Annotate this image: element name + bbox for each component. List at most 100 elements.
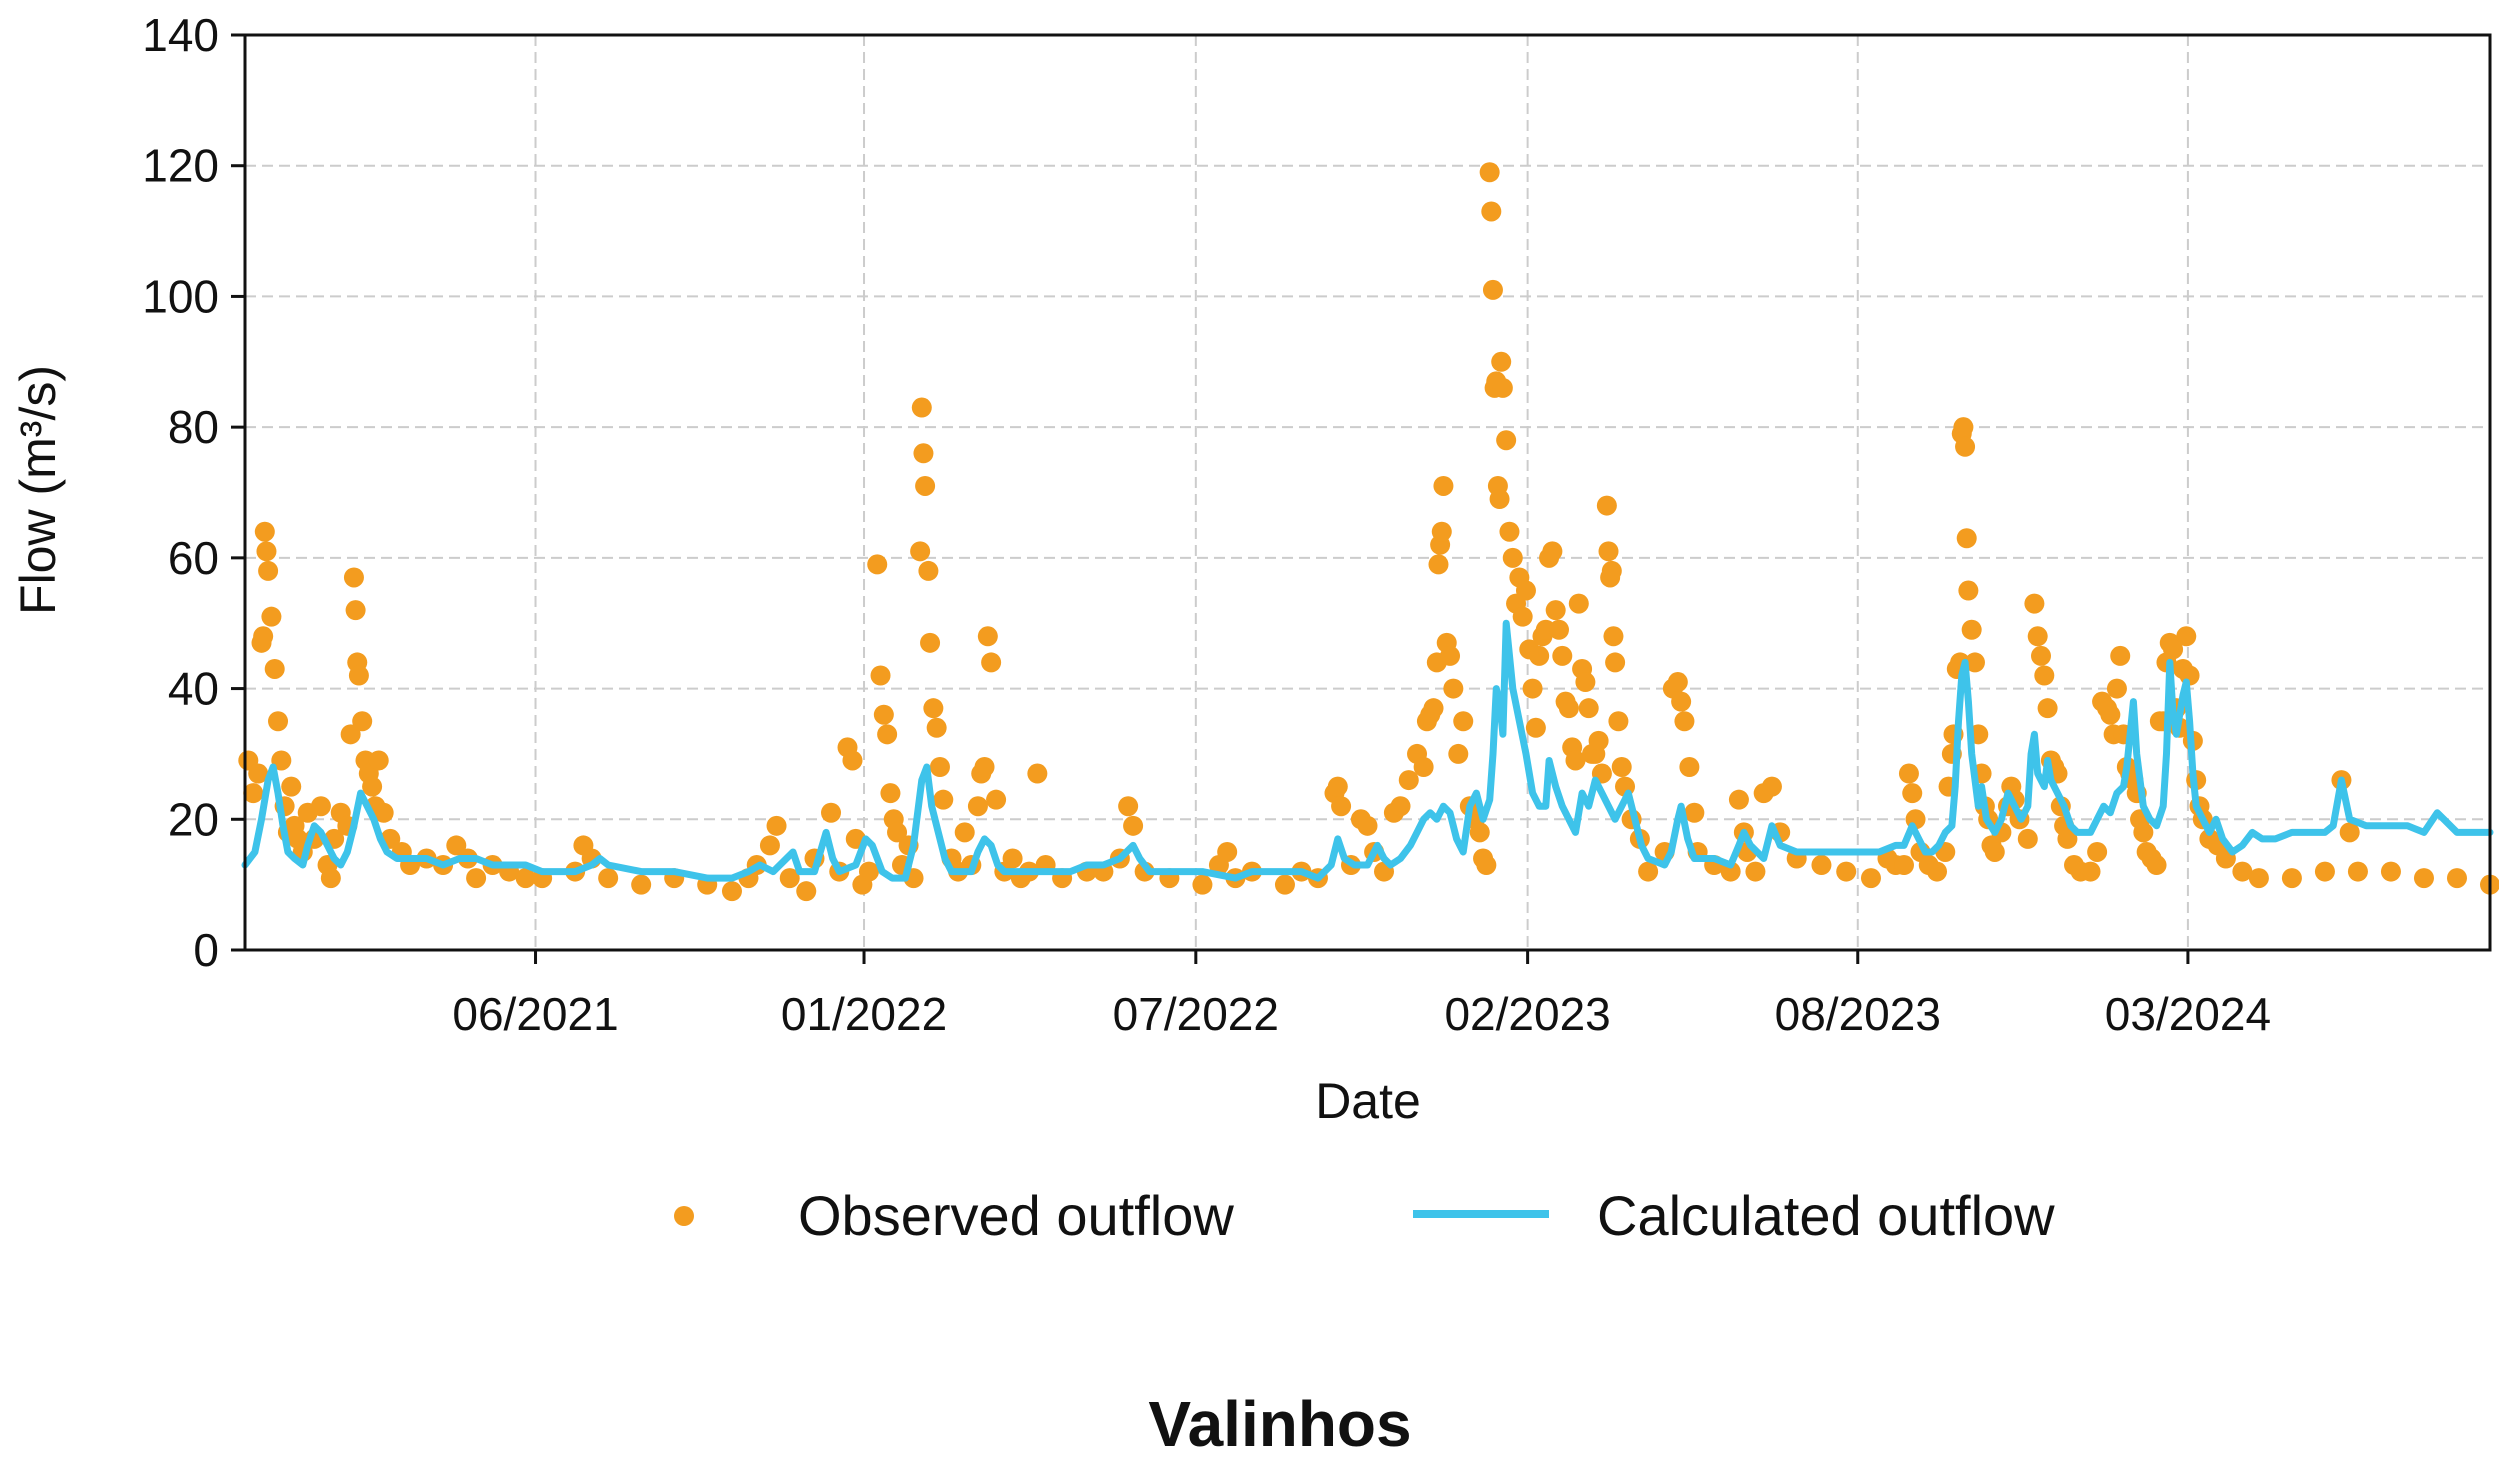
legend-observed-marker: [674, 1206, 694, 1226]
observed-point: [2057, 828, 2078, 849]
observed-point: [1596, 495, 1617, 516]
observed-point: [1545, 600, 1566, 621]
x-tick-label: 06/2021: [452, 988, 618, 1040]
observed-point: [2232, 861, 2253, 882]
observed-point: [1598, 541, 1619, 562]
observed-point: [1502, 547, 1523, 568]
y-tick-label: 100: [142, 270, 219, 322]
observed-outflow-points: [238, 162, 2499, 902]
x-tick-label: 02/2023: [1444, 988, 1610, 1040]
observed-point: [2314, 861, 2335, 882]
calculated-outflow-line: [241, 619, 2494, 882]
observed-point: [1671, 691, 1692, 712]
y-tick-label: 40: [168, 663, 219, 715]
observed-point: [1558, 698, 1579, 719]
calculated-outflow-line-group: [241, 619, 2494, 882]
observed-point: [873, 704, 894, 725]
observed-point: [1522, 678, 1543, 699]
observed-point: [1745, 861, 1766, 882]
observed-point: [1552, 645, 1573, 666]
y-tick-label: 0: [193, 924, 219, 976]
observed-point: [1448, 743, 1469, 764]
observed-point: [929, 757, 950, 777]
observed-point: [2347, 861, 2368, 882]
observed-point: [1398, 770, 1419, 791]
observed-point: [2446, 868, 2467, 889]
observed-point: [281, 776, 302, 797]
observed-point: [1984, 841, 2005, 862]
observed-point: [1469, 822, 1490, 843]
observed-point: [1605, 652, 1626, 673]
observed-point: [268, 711, 289, 732]
observed-point: [1674, 711, 1695, 732]
observed-point: [1565, 750, 1586, 771]
observed-point: [1667, 672, 1688, 693]
grid-layer: [245, 35, 2490, 950]
observed-point: [1548, 619, 1569, 640]
observed-point: [1331, 796, 1352, 817]
observed-point: [1327, 776, 1348, 797]
observed-point: [1390, 796, 1411, 817]
observed-point: [1453, 711, 1474, 732]
observed-point: [1578, 698, 1599, 719]
observed-point: [1608, 711, 1629, 732]
observed-point: [1428, 554, 1449, 575]
observed-point: [2163, 639, 2184, 660]
observed-point: [2027, 626, 2048, 647]
observed-point: [1893, 855, 1914, 876]
observed-point: [258, 560, 279, 581]
observed-point: [261, 606, 282, 627]
y-tick-label: 120: [142, 140, 219, 192]
chart-caption: Valinhos: [1148, 1388, 1411, 1460]
observed-point: [2031, 645, 2051, 666]
observed-point: [2017, 828, 2038, 849]
observed-point: [1575, 672, 1596, 693]
observed-point: [1489, 489, 1510, 510]
y-tick-label: 60: [168, 532, 219, 584]
observed-point: [2110, 645, 2131, 666]
observed-point: [515, 868, 536, 889]
observed-point: [918, 560, 939, 581]
observed-point: [254, 521, 275, 542]
x-axis-label: Date: [1315, 1073, 1421, 1129]
observed-point: [2024, 593, 2045, 614]
observed-point: [1568, 593, 1589, 614]
observed-point: [348, 665, 369, 686]
x-tick-label: 01/2022: [781, 988, 947, 1040]
observed-point: [1953, 417, 1974, 438]
observed-point: [1515, 580, 1536, 601]
observed-point: [1512, 606, 1533, 627]
observed-point: [1956, 528, 1977, 549]
observed-point: [2176, 626, 2197, 647]
observed-point: [915, 475, 936, 496]
observed-point: [1902, 783, 1923, 804]
x-tick-label: 07/2022: [1113, 988, 1279, 1040]
observed-point: [1496, 430, 1517, 451]
y-tick-label: 80: [168, 401, 219, 453]
observed-point: [986, 789, 1007, 810]
observed-point: [911, 397, 932, 418]
observed-point: [1027, 763, 1048, 784]
observed-point: [2034, 665, 2055, 686]
observed-point: [821, 802, 842, 823]
observed-point: [721, 881, 742, 902]
tick-labels: 0 20 40 60 80 100 120 140 06/2021 01/2022 07/2022 0…: [142, 9, 2271, 1040]
observed-point: [343, 567, 364, 588]
observed-point: [954, 822, 975, 843]
observed-point: [1955, 436, 1976, 457]
observed-point: [1492, 377, 1513, 398]
observed-point: [1192, 874, 1213, 895]
observed-point: [1529, 645, 1550, 666]
observed-point: [1679, 757, 1700, 777]
legend: Observed outflow Calculated outflow: [674, 1184, 2055, 1247]
observed-point: [2281, 868, 2302, 889]
observed-point: [1002, 848, 1023, 869]
y-axis-label: Flow (m³/s): [10, 365, 66, 615]
observed-point: [2339, 822, 2360, 843]
observed-point: [1499, 521, 1520, 542]
observed-point: [779, 868, 800, 889]
observed-point: [345, 600, 366, 621]
observed-point: [368, 750, 389, 771]
observed-point: [1491, 351, 1512, 372]
